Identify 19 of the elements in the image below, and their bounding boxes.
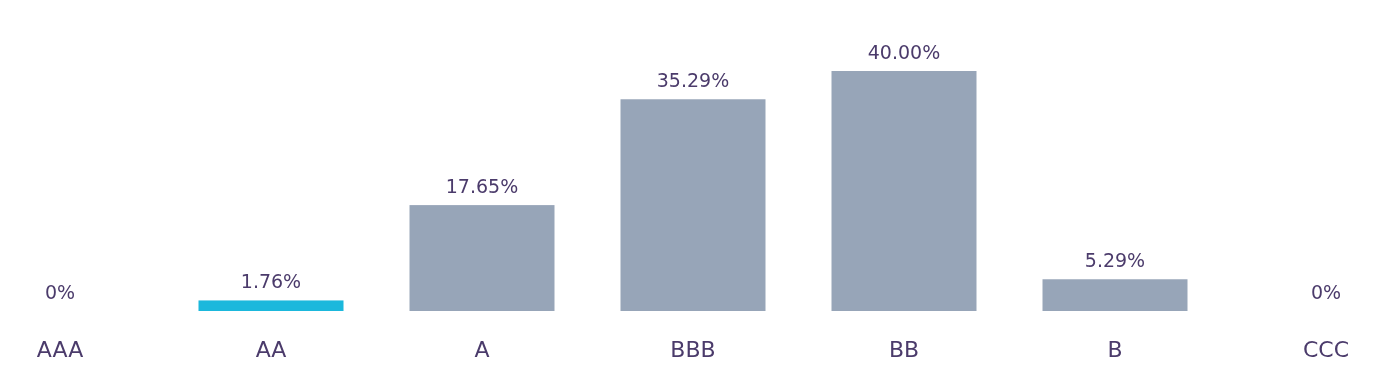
data-label: 0% bbox=[44, 281, 76, 303]
bar bbox=[409, 205, 555, 311]
bar bbox=[620, 99, 766, 311]
bar bbox=[831, 71, 977, 311]
data-label: 1.76% bbox=[240, 270, 302, 293]
x-tick-label: AA bbox=[255, 337, 287, 362]
bar bbox=[198, 300, 344, 311]
data-label: 40.00% bbox=[867, 41, 941, 63]
x-tick-label: B bbox=[1107, 337, 1123, 362]
x-tick-label: BBB bbox=[670, 337, 716, 362]
x-tick-label: CCC bbox=[1302, 337, 1350, 362]
x-tick-label: BB bbox=[888, 337, 920, 362]
data-label: 0% bbox=[1310, 281, 1342, 303]
data-label: 17.65% bbox=[445, 175, 519, 198]
x-tick-label: A bbox=[474, 337, 490, 362]
data-label: 5.29% bbox=[1084, 249, 1146, 272]
x-tick-label: AAA bbox=[36, 337, 84, 362]
bar bbox=[1042, 279, 1188, 311]
data-label: 35.29% bbox=[656, 69, 730, 92]
